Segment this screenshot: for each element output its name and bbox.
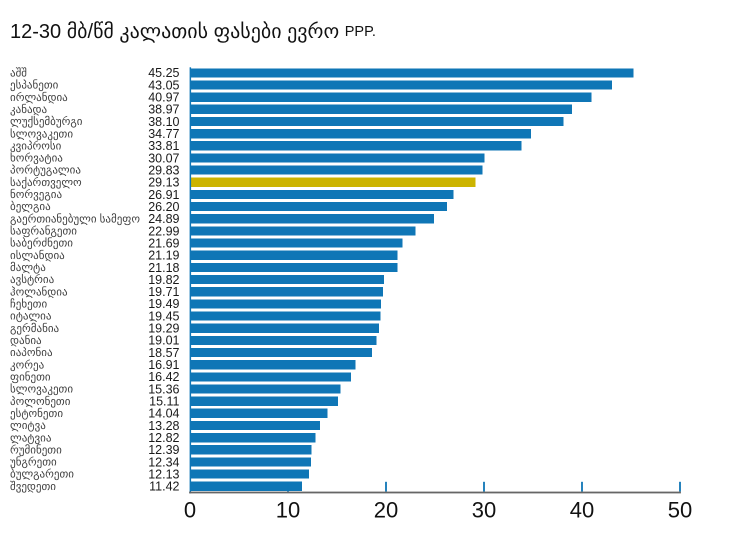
- svg-text:10: 10: [276, 498, 300, 523]
- svg-text:ბულგარეთი: ბულგარეთი: [10, 468, 74, 481]
- svg-text:სლოვაკეთი: სლოვაკეთი: [10, 127, 73, 140]
- svg-text:21.69: 21.69: [148, 236, 179, 250]
- svg-text:26.20: 26.20: [148, 200, 179, 214]
- svg-text:33.81: 33.81: [148, 139, 179, 153]
- svg-text:45.25: 45.25: [148, 66, 179, 80]
- svg-text:43.05: 43.05: [148, 78, 179, 92]
- svg-text:საბერძნეთი: საბერძნეთი: [10, 237, 73, 250]
- svg-text:ჩეხეთი: ჩეხეთი: [10, 297, 47, 310]
- svg-text:24.89: 24.89: [148, 212, 179, 226]
- svg-text:ირლანდია: ირლანდია: [10, 91, 68, 104]
- svg-text:50: 50: [668, 498, 692, 523]
- svg-text:უნგრეთი: უნგრეთი: [10, 456, 57, 469]
- svg-text:კორეა: კორეა: [10, 358, 45, 371]
- svg-text:კანადა: კანადა: [10, 103, 48, 116]
- svg-text:მალტა: მალტა: [10, 261, 46, 274]
- svg-text:დანია: დანია: [10, 334, 42, 347]
- svg-text:29.83: 29.83: [148, 163, 179, 177]
- svg-text:21.18: 21.18: [148, 261, 179, 275]
- svg-text:20: 20: [374, 498, 398, 523]
- svg-text:ესპანეთი: ესპანეთი: [10, 79, 59, 92]
- svg-text:29.13: 29.13: [148, 176, 179, 190]
- svg-text:ხორვატია: ხორვატია: [10, 152, 63, 165]
- svg-text:15.36: 15.36: [148, 382, 179, 396]
- svg-text:საფრანგეთი: საფრანგეთი: [10, 225, 77, 238]
- svg-text:საქართველო: საქართველო: [10, 176, 82, 189]
- svg-text:30.07: 30.07: [148, 151, 179, 165]
- svg-text:გაერთიანებული სამეფო: გაერთიანებული სამეფო: [10, 212, 140, 225]
- svg-text:იტალია: იტალია: [10, 311, 52, 323]
- svg-text:ნორვეგია: ნორვეგია: [10, 188, 62, 201]
- svg-text:12.34: 12.34: [148, 455, 179, 469]
- svg-text:რუმინეთი: რუმინეთი: [10, 443, 62, 456]
- svg-text:18.57: 18.57: [148, 346, 179, 360]
- svg-text:13.28: 13.28: [148, 419, 179, 433]
- svg-text:იაპონია: იაპონია: [10, 346, 53, 359]
- svg-text:22.99: 22.99: [148, 224, 179, 238]
- svg-text:40: 40: [570, 498, 594, 523]
- svg-text:21.19: 21.19: [148, 249, 179, 263]
- svg-text:ჰოლანდია: ჰოლანდია: [10, 285, 68, 298]
- svg-text:შვედეთი: შვედეთი: [10, 480, 56, 493]
- svg-text:26.91: 26.91: [148, 188, 179, 202]
- svg-text:ფინეთი: ფინეთი: [10, 370, 51, 383]
- svg-text:აშშ: აშშ: [10, 66, 27, 79]
- svg-text:ესტონეთი: ესტონეთი: [10, 407, 63, 420]
- svg-text:38.97: 38.97: [148, 103, 179, 117]
- svg-text:34.77: 34.77: [148, 127, 179, 141]
- svg-text:19.45: 19.45: [148, 309, 179, 323]
- svg-text:19.29: 19.29: [148, 322, 179, 336]
- svg-text:12-30 მბ/წმ კალათის ფასები ევრ: 12-30 მბ/წმ კალათის ფასები ევრო PPP.: [10, 21, 376, 43]
- svg-text:15.11: 15.11: [149, 395, 179, 409]
- svg-text:19.01: 19.01: [148, 334, 179, 348]
- svg-text:პოლონეთი: პოლონეთი: [10, 395, 71, 408]
- svg-text:გერმანია: გერმანია: [10, 322, 60, 335]
- svg-text:სლოვაკეთი: სლოვაკეთი: [10, 383, 73, 396]
- svg-text:ლუქსემბურგი: ლუქსემბურგი: [10, 115, 83, 128]
- svg-text:40.97: 40.97: [148, 91, 179, 105]
- svg-text:11.42: 11.42: [149, 480, 179, 494]
- svg-text:პორტუგალია: პორტუგალია: [10, 164, 81, 177]
- svg-text:ლატვია: ლატვია: [10, 432, 52, 444]
- svg-text:კვიპროსი: კვიპროსი: [10, 139, 62, 152]
- svg-text:ისლანდია: ისლანდია: [10, 249, 65, 262]
- svg-text:16.91: 16.91: [148, 358, 179, 372]
- svg-text:19.71: 19.71: [148, 285, 179, 299]
- svg-text:12.39: 12.39: [148, 443, 179, 457]
- svg-text:ლიტვა: ლიტვა: [10, 420, 46, 432]
- svg-text:19.82: 19.82: [148, 273, 179, 287]
- svg-text:0: 0: [184, 498, 196, 523]
- svg-text:16.42: 16.42: [148, 370, 179, 384]
- svg-text:12.13: 12.13: [148, 467, 179, 481]
- svg-text:12.82: 12.82: [148, 431, 179, 445]
- svg-text:30: 30: [472, 498, 496, 523]
- svg-text:ბელგია: ბელგია: [10, 200, 51, 213]
- svg-text:ავსტრია: ავსტრია: [10, 273, 55, 286]
- svg-text:19.49: 19.49: [148, 297, 179, 311]
- svg-text:14.04: 14.04: [148, 407, 179, 421]
- svg-text:38.10: 38.10: [148, 115, 179, 129]
